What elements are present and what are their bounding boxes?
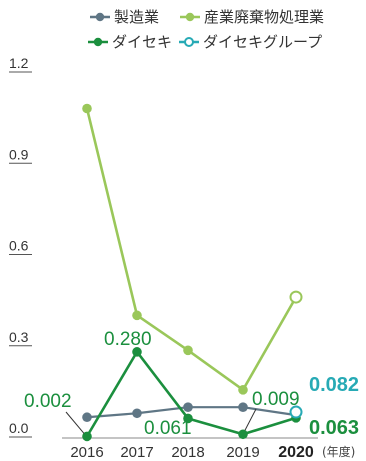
y-tick-label: 0.6 xyxy=(9,238,29,254)
y-tick-label: 0.9 xyxy=(9,146,29,162)
data-label-group-2020: 0.082 xyxy=(309,374,359,396)
point-daiseki-2016 xyxy=(82,431,92,442)
point-manufacturing-2016 xyxy=(82,412,92,423)
x-tick-label: 2020 xyxy=(278,444,314,461)
point-group-2020 xyxy=(289,405,303,419)
legend-marker-daiseki xyxy=(93,37,103,47)
point-daiseki-2017 xyxy=(132,347,142,357)
point-daiseki-2019 xyxy=(238,429,248,440)
point-waste_industry-2016 xyxy=(82,103,92,114)
y-tick-label: 1.2 xyxy=(9,55,29,71)
legend-label-daiseki: ダイセキ xyxy=(112,33,172,51)
y-tick-label: 0.0 xyxy=(9,420,29,436)
x-tick-label: 2018 xyxy=(171,444,204,461)
legend-label-manufacturing: 製造業 xyxy=(114,8,159,26)
point-waste_industry-2019 xyxy=(238,385,248,395)
point-waste_industry-2017 xyxy=(132,310,142,321)
point-waste_industry-2020 xyxy=(289,290,303,304)
data-label-daiseki-2020: 0.063 xyxy=(309,417,359,439)
data-label-daiseki-2018: 0.061 xyxy=(144,418,192,439)
legend-label-waste_industry: 産業廃棄物処理業 xyxy=(204,8,324,26)
point-waste_industry-2018 xyxy=(183,345,193,356)
data-label-daiseki-2017: 0.280 xyxy=(104,329,152,350)
y-tick-label: 0.3 xyxy=(9,329,29,345)
point-manufacturing-2017 xyxy=(132,408,142,419)
leader-line-2019 xyxy=(244,408,257,431)
legend-marker-manufacturing xyxy=(95,12,105,22)
legend-marker-group xyxy=(184,37,194,47)
data-label-daiseki-2019: 0.009 xyxy=(252,389,300,410)
x-tick-label: 2017 xyxy=(120,444,153,461)
point-manufacturing-2019 xyxy=(238,402,248,412)
data-label-daiseki-2016: 0.002 xyxy=(24,391,72,412)
point-daiseki-2018 xyxy=(183,413,193,424)
leader-line-2016 xyxy=(65,411,85,434)
legend-marker-waste_industry xyxy=(185,12,195,22)
x-tick-label: 2016 xyxy=(70,444,103,461)
x-unit-label: (年度) xyxy=(322,444,355,459)
point-manufacturing-2018 xyxy=(183,402,193,412)
x-tick-label: 2019 xyxy=(226,444,259,461)
legend-label-group: ダイセキグループ xyxy=(203,33,322,51)
